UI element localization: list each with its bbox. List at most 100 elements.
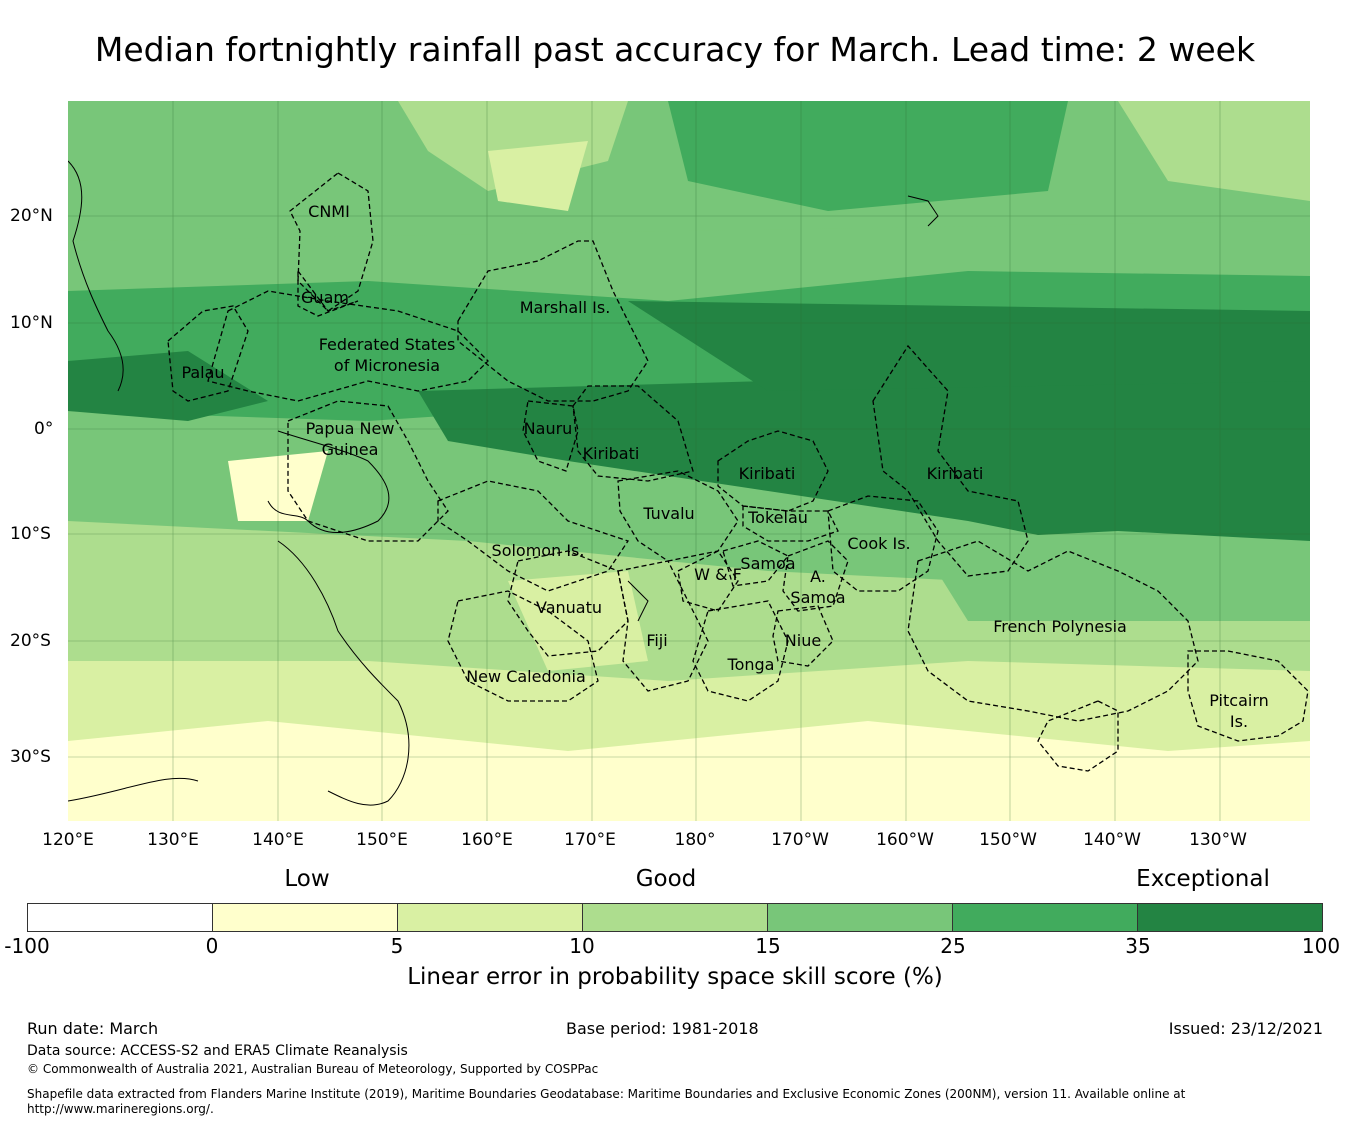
- lon-tick: 150°E: [356, 830, 408, 850]
- label-vanuatu: Vanuatu: [536, 598, 602, 617]
- lat-tick: 10°S: [10, 524, 51, 544]
- lon-tick: 120°E: [42, 830, 94, 850]
- lat-tick: 30°S: [10, 747, 51, 767]
- skill-field-west-high: [68, 351, 268, 421]
- rainfall-skill-map: CNMI Guam Marshall Is. Federated States …: [68, 101, 1310, 821]
- eez-boundaries: [167, 172, 1309, 772]
- lon-tick: 130°W: [1189, 830, 1247, 850]
- colorbar-segment: [953, 904, 1138, 931]
- map-title: Median fortnightly rainfall past accurac…: [94, 30, 1256, 69]
- lon-tick: 160°W: [876, 830, 934, 850]
- eez-guam: [297, 269, 359, 317]
- copyright: © Commonwealth of Australia 2021, Austra…: [27, 1062, 599, 1076]
- lat-tick: 20°S: [10, 631, 51, 651]
- run-date: Run date: March: [27, 1019, 159, 1038]
- colorbar-segment: [28, 904, 213, 931]
- skill-field-north-high: [668, 101, 1068, 211]
- colorbar-tick: 0: [205, 934, 219, 958]
- label-solomon: Solomon Is.: [492, 541, 585, 560]
- lat-tick: 10°N: [10, 313, 53, 333]
- label-png-1: Papua New: [306, 419, 395, 438]
- label-fiji: Fiji: [646, 631, 667, 650]
- lat-tick: 20°N: [10, 206, 53, 226]
- skill-field-north-fair: [488, 141, 588, 211]
- label-fsm-1: Federated States: [319, 335, 456, 354]
- colorbar-segment: [398, 904, 583, 931]
- colorbar-tick: 100: [1301, 934, 1341, 958]
- colorbar-tick: -100: [4, 934, 50, 958]
- eez-niue: [772, 605, 834, 667]
- label-french-polynesia: French Polynesia: [993, 617, 1127, 636]
- skill-field-south-low: [68, 721, 1310, 821]
- label-samoa: Samoa: [740, 554, 795, 573]
- legend-category-good: Good: [635, 866, 697, 892]
- colorbar-segment: [1138, 904, 1322, 931]
- colorbar-tick: 10: [569, 934, 595, 958]
- label-kiribati-e: Kiribati: [927, 464, 984, 483]
- label-marshall: Marshall Is.: [520, 298, 611, 317]
- lat-tick: 0°: [34, 419, 54, 439]
- eez-kiribati-w: [572, 385, 694, 482]
- label-png-2: Guinea: [322, 440, 379, 459]
- label-tuvalu: Tuvalu: [642, 504, 694, 523]
- colorbar-segment: [213, 904, 398, 931]
- label-american-samoa-1: A.: [810, 567, 826, 586]
- skill-field-ne-good: [1118, 101, 1310, 201]
- eez-solomon: [437, 480, 630, 592]
- colorbar-tick: 25: [940, 934, 966, 958]
- eez-cnmi: [289, 172, 374, 312]
- eez-fiji: [617, 560, 709, 692]
- label-cook: Cook Is.: [847, 534, 910, 553]
- region-labels: CNMI Guam Marshall Is. Federated States …: [181, 202, 1268, 731]
- legend-category-low: Low: [284, 866, 330, 892]
- eez-american-samoa: [782, 540, 849, 612]
- label-new-caledonia: New Caledonia: [466, 667, 586, 686]
- label-tonga: Tonga: [727, 655, 775, 674]
- label-kiribati-c: Kiribati: [739, 464, 796, 483]
- eez-kiribati-c: [717, 430, 829, 512]
- data-source: Data source: ACCESS-S2 and ERA5 Climate …: [27, 1043, 408, 1059]
- eez-new-caledonia: [447, 590, 599, 702]
- legend-category-exceptional: Exceptional: [1136, 866, 1270, 892]
- lon-tick: 160°E: [461, 830, 513, 850]
- lon-tick: 180°: [674, 830, 716, 850]
- label-cnmi: CNMI: [308, 202, 350, 221]
- eez-wallis-futuna: [677, 550, 739, 612]
- coastlines: [68, 160, 939, 806]
- colorbar-tick: 15: [755, 934, 781, 958]
- eez-pitcairn: [1187, 650, 1309, 742]
- skill-field-vanuatu-fair: [508, 571, 648, 671]
- lon-tick: 150°W: [979, 830, 1037, 850]
- skill-field-equator: [418, 361, 1310, 551]
- issued-date: Issued: 23/12/2021: [1168, 1019, 1323, 1038]
- base-period: Base period: 1981-2018: [566, 1019, 759, 1038]
- label-american-samoa-2: Samoa: [790, 588, 845, 607]
- eez-cook: [827, 495, 939, 592]
- label-fsm-2: of Micronesia: [334, 356, 440, 375]
- colorbar-tick: 35: [1125, 934, 1151, 958]
- label-kiribati-w: Kiribati: [583, 444, 640, 463]
- label-tokelau: Tokelau: [747, 508, 808, 527]
- eez-french-polynesia: [907, 540, 1199, 722]
- lon-tick: 140°E: [252, 830, 304, 850]
- colorbar-segment: [583, 904, 768, 931]
- lon-tick: 130°E: [147, 830, 199, 850]
- eez-vanuatu: [507, 550, 629, 657]
- colorbar: [27, 903, 1323, 932]
- eez-tokelau: [742, 505, 839, 542]
- label-nauru: Nauru: [524, 419, 573, 438]
- eez-fsm: [207, 290, 489, 402]
- eez-palau: [167, 305, 249, 402]
- eez-tonga: [692, 600, 789, 702]
- lon-tick: 140°W: [1083, 830, 1141, 850]
- label-wallis-futuna: W & F: [694, 565, 742, 584]
- eez-french-polynesia-south: [1037, 700, 1119, 772]
- eez-png: [287, 400, 449, 542]
- colorbar-segment: [768, 904, 953, 931]
- skill-field-fp-mid: [918, 531, 1310, 621]
- shapefile-url: http://www.marineregions.org/.: [27, 1102, 214, 1116]
- eez-nauru: [522, 400, 579, 472]
- lon-tick: 170°W: [771, 830, 829, 850]
- shapefile-credit: Shapefile data extracted from Flanders M…: [27, 1087, 1186, 1101]
- eez-kiribati-e: [872, 344, 1029, 577]
